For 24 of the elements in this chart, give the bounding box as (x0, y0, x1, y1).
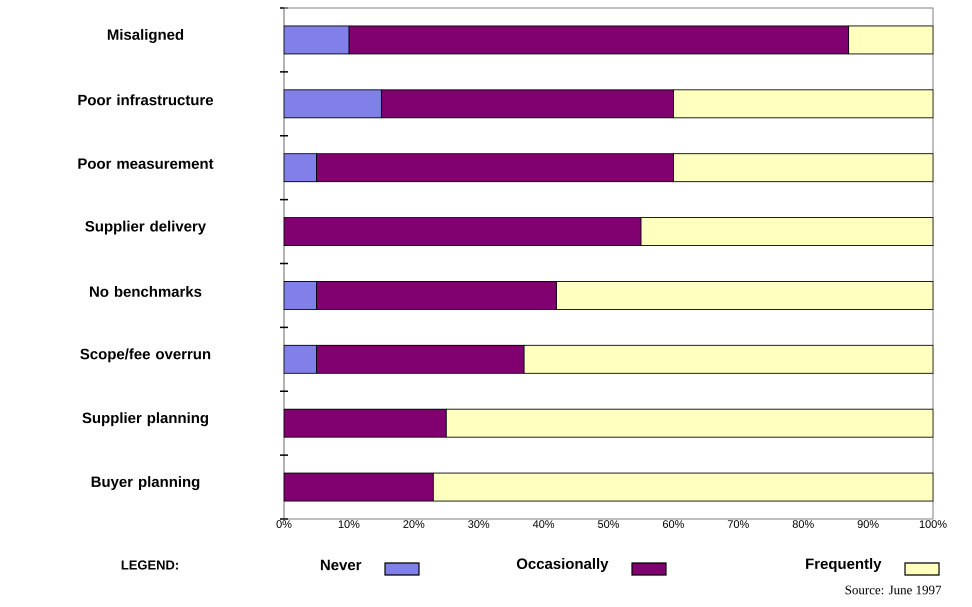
y-tick-label: Supplier planning (82, 412, 208, 426)
x-tick-label: 70% (728, 520, 749, 528)
legend-label: Occasionally (516, 558, 608, 572)
y-tick-label: Supplier delivery (85, 220, 206, 235)
x-tick-label: 50% (598, 520, 620, 528)
x-tick-label: 40% (532, 520, 554, 528)
y-tick-label: Poor measurement (78, 158, 214, 169)
legend-label: Never (320, 560, 362, 570)
x-tick-label: 20% (403, 520, 424, 528)
y-tick-label: Misaligned (108, 28, 184, 43)
x-tick-label: 100% (920, 520, 947, 528)
y-tick-label: Buyer planning (92, 476, 200, 490)
x-tick-label: 60% (663, 520, 684, 528)
x-tick-label: 80% (792, 520, 814, 528)
y-tick-label: Poor infrastructure (78, 94, 214, 106)
legend-label: Frequently (806, 558, 882, 572)
source-note: Source: June 1997 (846, 586, 942, 594)
y-tick-label: Scope/fee overrun (80, 348, 210, 362)
y-tick-label: No benchmarks (90, 286, 202, 297)
legend-title: LEGEND: (122, 560, 178, 570)
x-tick-label: 10% (338, 520, 360, 528)
x-tick-label: 0% (276, 520, 292, 528)
x-tick-label: 90% (858, 520, 879, 528)
x-tick-label: 30% (468, 520, 490, 528)
